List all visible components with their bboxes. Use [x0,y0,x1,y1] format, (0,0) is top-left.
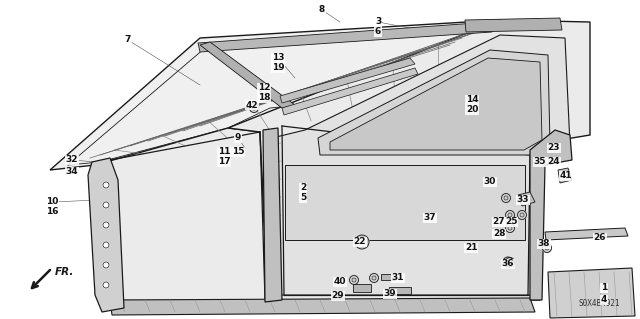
Text: 32: 32 [66,155,78,165]
Circle shape [103,282,109,288]
Polygon shape [545,228,628,240]
Circle shape [506,211,515,219]
Circle shape [518,211,527,219]
Text: 28: 28 [493,229,505,239]
Text: 25: 25 [505,218,517,226]
Circle shape [103,222,109,228]
Text: 20: 20 [466,106,478,115]
Bar [353,284,371,292]
Text: 30: 30 [484,177,496,187]
Text: 39: 39 [384,290,396,299]
Text: 14: 14 [466,95,478,105]
Text: 19: 19 [272,63,284,72]
Circle shape [369,273,378,283]
Text: 21: 21 [465,243,477,253]
Text: 7: 7 [125,35,131,44]
Polygon shape [88,158,124,312]
Text: 42: 42 [246,100,259,109]
Polygon shape [465,18,562,32]
Polygon shape [318,50,550,155]
Polygon shape [198,22,492,52]
Text: 34: 34 [66,167,78,176]
Text: 8: 8 [319,5,325,14]
Text: 4: 4 [601,295,607,305]
Circle shape [506,257,515,266]
Text: 5: 5 [300,194,306,203]
Text: 22: 22 [354,238,366,247]
Text: 9: 9 [235,133,241,143]
Circle shape [506,224,515,233]
Text: 40: 40 [333,278,346,286]
Text: 36: 36 [502,259,515,269]
Polygon shape [228,20,590,302]
Circle shape [502,194,511,203]
Text: 26: 26 [594,234,606,242]
Text: 3: 3 [375,18,381,26]
Text: 31: 31 [392,273,404,283]
Circle shape [503,257,513,267]
Polygon shape [330,58,542,150]
Polygon shape [518,192,535,206]
Polygon shape [272,35,570,295]
Polygon shape [530,130,572,300]
Circle shape [355,235,369,249]
Text: 16: 16 [45,207,58,217]
Text: S0X4B4921: S0X4B4921 [579,299,620,308]
Circle shape [103,182,109,188]
Text: 10: 10 [46,197,58,206]
Text: 24: 24 [548,158,560,167]
Polygon shape [110,298,535,315]
Text: 23: 23 [548,144,560,152]
Polygon shape [50,20,500,170]
Circle shape [543,243,552,253]
Polygon shape [95,128,268,310]
Text: 33: 33 [516,196,529,204]
Bar [381,274,395,280]
Text: 1: 1 [601,284,607,293]
Circle shape [349,276,358,285]
Text: 35: 35 [534,158,547,167]
Polygon shape [285,165,525,240]
Text: 15: 15 [232,147,244,157]
Polygon shape [200,42,295,108]
Circle shape [250,103,259,113]
Polygon shape [548,268,635,318]
Text: 12: 12 [258,84,270,93]
Text: 6: 6 [375,27,381,36]
Text: 2: 2 [300,183,306,192]
Circle shape [103,262,109,268]
Polygon shape [282,68,418,115]
Text: 11: 11 [218,147,230,157]
Text: 17: 17 [218,158,230,167]
Text: FR.: FR. [55,267,74,277]
Polygon shape [280,58,415,103]
Circle shape [103,242,109,248]
Bar [389,286,411,293]
Text: 38: 38 [538,240,550,249]
Text: 13: 13 [272,54,284,63]
Text: 29: 29 [332,292,344,300]
Text: 37: 37 [424,213,436,222]
Polygon shape [263,128,282,302]
Text: 41: 41 [560,172,572,181]
Circle shape [103,202,109,208]
Text: 27: 27 [493,218,506,226]
Polygon shape [558,168,572,183]
Text: 18: 18 [258,93,270,102]
